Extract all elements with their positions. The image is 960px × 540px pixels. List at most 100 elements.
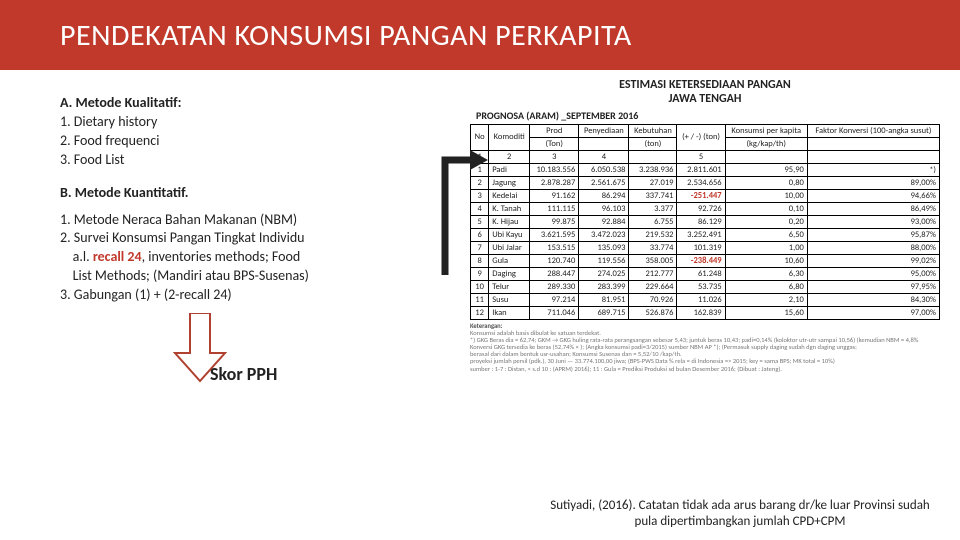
unit-keb: (ton) bbox=[629, 137, 677, 150]
cell: 6,80 bbox=[725, 280, 807, 293]
col-fk: Faktor Konversi (100-angka susut) bbox=[807, 124, 939, 137]
cell: Ubi Kayu bbox=[489, 228, 530, 241]
cell: 53.735 bbox=[677, 280, 725, 293]
cell: 84,30% bbox=[807, 293, 939, 306]
header-row-1: No Komoditi Prod Penyediaan Kebutuhan (+… bbox=[471, 124, 940, 137]
cell: 153.515 bbox=[530, 241, 579, 254]
chart-title: ESTIMASI KETERSEDIAAN PANGAN JAWA TENGAH bbox=[470, 78, 940, 107]
cell: 92.726 bbox=[677, 202, 725, 215]
cell: 101.319 bbox=[677, 241, 725, 254]
unit-kons: (kg/kap/th) bbox=[725, 137, 807, 150]
cell: 88,00% bbox=[807, 241, 939, 254]
cell: *) bbox=[807, 163, 939, 176]
chart-title-2: JAWA TENGAH bbox=[669, 92, 742, 106]
col-keb: Kebutuhan bbox=[629, 124, 677, 137]
connector-arrow-icon bbox=[420, 140, 490, 285]
cell: 12 bbox=[471, 306, 489, 319]
table-row: 5K. Hijau99.87592.8846.75586.1290,2093,0… bbox=[471, 215, 940, 228]
table-row: 1Padi10.183.5566.050.5383.238.9362.811.6… bbox=[471, 163, 940, 176]
num-4: 4 bbox=[579, 150, 629, 163]
table-body: 1Padi10.183.5566.050.5383.238.9362.811.6… bbox=[471, 163, 940, 319]
num-blank2 bbox=[725, 150, 807, 163]
section-a-header: A. Metode Kualitatif: bbox=[60, 94, 460, 113]
cell: 289.330 bbox=[530, 280, 579, 293]
cell: 99,02% bbox=[807, 254, 939, 267]
cell: K. Tanah bbox=[489, 202, 530, 215]
cell: 11 bbox=[471, 293, 489, 306]
table-row: 7Ubi Jalar153.515135.09333.774101.3191,0… bbox=[471, 241, 940, 254]
cell: 162.839 bbox=[677, 306, 725, 319]
num-blank1 bbox=[629, 150, 677, 163]
cell: Ikan bbox=[489, 306, 530, 319]
cell: 2.878.287 bbox=[530, 176, 579, 189]
cell: 2.561.675 bbox=[579, 176, 629, 189]
cell: 3.252.491 bbox=[677, 228, 725, 241]
item-a1: 1. Dietary history bbox=[60, 113, 460, 132]
cell: 1,00 bbox=[725, 241, 807, 254]
cell: -251.447 bbox=[677, 189, 725, 202]
cell: Susu bbox=[489, 293, 530, 306]
cell: 0,20 bbox=[725, 215, 807, 228]
cell: 3.377 bbox=[629, 202, 677, 215]
cell: 96.103 bbox=[579, 202, 629, 215]
cell: 81.951 bbox=[579, 293, 629, 306]
cell: 2.534.656 bbox=[677, 176, 725, 189]
unit-peny bbox=[579, 137, 629, 150]
cell: 229.664 bbox=[629, 280, 677, 293]
cell: 288.447 bbox=[530, 267, 579, 280]
table-row: 6Ubi Kayu3.621.5953.472.023219.5323.252.… bbox=[471, 228, 940, 241]
skor-label: Skor PPH bbox=[210, 363, 460, 385]
table-head: No Komoditi Prod Penyediaan Kebutuhan (+… bbox=[471, 124, 940, 163]
cell: Telur bbox=[489, 280, 530, 293]
cell: 212.777 bbox=[629, 267, 677, 280]
cell: 119.556 bbox=[579, 254, 629, 267]
unit-fk bbox=[807, 137, 939, 150]
item-a3: 3. Food List bbox=[60, 151, 460, 170]
section-b-header: B. Metode Kuantitatif. bbox=[60, 184, 460, 201]
citation: Sutiyadi, (2016). Catatan tidak ada arus… bbox=[550, 498, 930, 531]
item-b2-line2: a.l. recall 24, inventories methods; Foo… bbox=[60, 248, 460, 267]
title-bar: PENDEKATAN KONSUMSI PANGAN PERKAPITA bbox=[0, 0, 960, 70]
cell: 711.046 bbox=[530, 306, 579, 319]
item-b1: 1. Metode Neraca Bahan Makanan (NBM) bbox=[60, 211, 460, 230]
cell: 10.183.556 bbox=[530, 163, 579, 176]
cell: 86,49% bbox=[807, 202, 939, 215]
section-a: A. Metode Kualitatif: 1. Dietary history… bbox=[60, 94, 460, 170]
cell: 6.050.538 bbox=[579, 163, 629, 176]
table-row: 11Susu97.21481.95170.92611.0262,1084,30% bbox=[471, 293, 940, 306]
recall-highlight: recall 24 bbox=[93, 248, 142, 265]
cell: 33.774 bbox=[629, 241, 677, 254]
prognosa-label: PROGNOSA (ARAM) _SEPTEMBER 2016 bbox=[476, 109, 940, 122]
table-row: 12Ikan711.046689.715526.876162.83915,609… bbox=[471, 306, 940, 319]
cell: 337.741 bbox=[629, 189, 677, 202]
cell: Kedelai bbox=[489, 189, 530, 202]
keterangan: Keterangan: Konsumsi adalah basis dibula… bbox=[470, 323, 940, 373]
col-delta: (+ / -) (ton) bbox=[677, 124, 725, 150]
table-row: 9Daging288.447274.025212.77761.2486,3095… bbox=[471, 267, 940, 280]
col-kons: Konsumsi per kapita bbox=[725, 124, 807, 137]
cell: 2.811.601 bbox=[677, 163, 725, 176]
estimation-table: No Komoditi Prod Penyediaan Kebutuhan (+… bbox=[470, 124, 940, 320]
cell: 93,00% bbox=[807, 215, 939, 228]
cell: 120.740 bbox=[530, 254, 579, 267]
cell: 95,90 bbox=[725, 163, 807, 176]
cell: Daging bbox=[489, 267, 530, 280]
cell: Gula bbox=[489, 254, 530, 267]
cell: 111.115 bbox=[530, 202, 579, 215]
cell: 27.019 bbox=[629, 176, 677, 189]
num-blank3 bbox=[807, 150, 939, 163]
table-row: 4K. Tanah111.11596.1033.37792.7260,1086,… bbox=[471, 202, 940, 215]
cell: 95,87% bbox=[807, 228, 939, 241]
cell: 135.093 bbox=[579, 241, 629, 254]
cell: 358.005 bbox=[629, 254, 677, 267]
cell: 219.532 bbox=[629, 228, 677, 241]
cell: 15,60 bbox=[725, 306, 807, 319]
cell: 97,95% bbox=[807, 280, 939, 293]
ket-6: sumber : 1-7 : Distan, < s.d 10 : (APRM)… bbox=[470, 366, 940, 373]
cell: 61.248 bbox=[677, 267, 725, 280]
cell: 70.926 bbox=[629, 293, 677, 306]
cell: 99.875 bbox=[530, 215, 579, 228]
cell: Jagung bbox=[489, 176, 530, 189]
page-title: PENDEKATAN KONSUMSI PANGAN PERKAPITA bbox=[60, 17, 632, 54]
cell: -238.449 bbox=[677, 254, 725, 267]
